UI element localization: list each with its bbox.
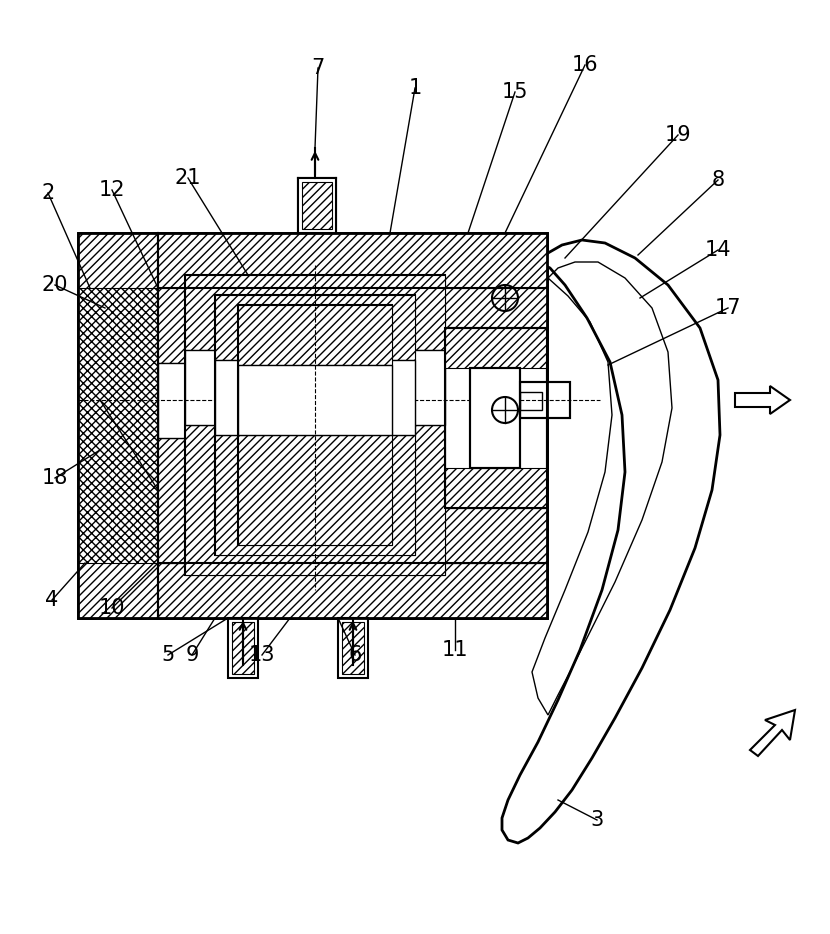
Text: 10: 10 [99, 598, 125, 618]
Text: 16: 16 [572, 55, 598, 75]
Bar [78, 563, 547, 618]
Text: 14: 14 [705, 240, 731, 260]
Bar [78, 563, 547, 618]
Polygon shape [502, 240, 720, 843]
Text: 11: 11 [442, 640, 468, 660]
Bar [342, 622, 364, 674]
Text: 15: 15 [502, 82, 528, 102]
Text: 20: 20 [42, 275, 68, 295]
Text: 4: 4 [46, 590, 59, 610]
Text: 2: 2 [42, 183, 55, 203]
Bar [445, 328, 547, 508]
Text: 21: 21 [175, 168, 201, 188]
Bar [215, 295, 415, 360]
Bar [338, 618, 368, 678]
Bar [78, 233, 547, 288]
Bar [215, 295, 415, 555]
Text: 12: 12 [99, 180, 125, 200]
Bar [298, 178, 336, 233]
Bar [185, 275, 445, 350]
Bar [238, 305, 392, 365]
Bar [215, 360, 415, 435]
Bar [228, 618, 258, 678]
Bar [470, 368, 520, 468]
Bar [185, 425, 445, 575]
Bar [158, 438, 547, 563]
Bar [520, 382, 570, 418]
Text: 5: 5 [161, 645, 174, 665]
Polygon shape [735, 386, 790, 414]
Bar [78, 233, 547, 618]
Text: 8: 8 [711, 170, 725, 190]
Bar [215, 435, 415, 555]
Bar [238, 305, 392, 545]
Bar [520, 392, 542, 410]
Bar [185, 350, 445, 425]
Text: 18: 18 [42, 468, 68, 488]
Text: 7: 7 [311, 58, 325, 78]
Bar [78, 233, 547, 618]
Polygon shape [750, 710, 795, 756]
Bar [232, 622, 254, 674]
Text: 9: 9 [185, 645, 198, 665]
Bar [238, 435, 392, 545]
Text: 17: 17 [715, 298, 741, 318]
Bar [158, 288, 547, 363]
Bar [78, 233, 547, 288]
Text: 3: 3 [590, 810, 603, 830]
Bar [78, 233, 158, 618]
Bar [302, 182, 332, 229]
Text: 19: 19 [665, 125, 691, 145]
Bar [158, 363, 547, 438]
Bar [520, 382, 570, 418]
Bar [445, 328, 547, 368]
Text: 6: 6 [349, 645, 362, 665]
Bar [238, 365, 392, 435]
Text: 1: 1 [408, 78, 422, 98]
Bar [470, 368, 520, 468]
Bar [445, 328, 547, 508]
Text: 13: 13 [249, 645, 276, 665]
Bar [185, 275, 445, 575]
Bar [445, 468, 547, 508]
